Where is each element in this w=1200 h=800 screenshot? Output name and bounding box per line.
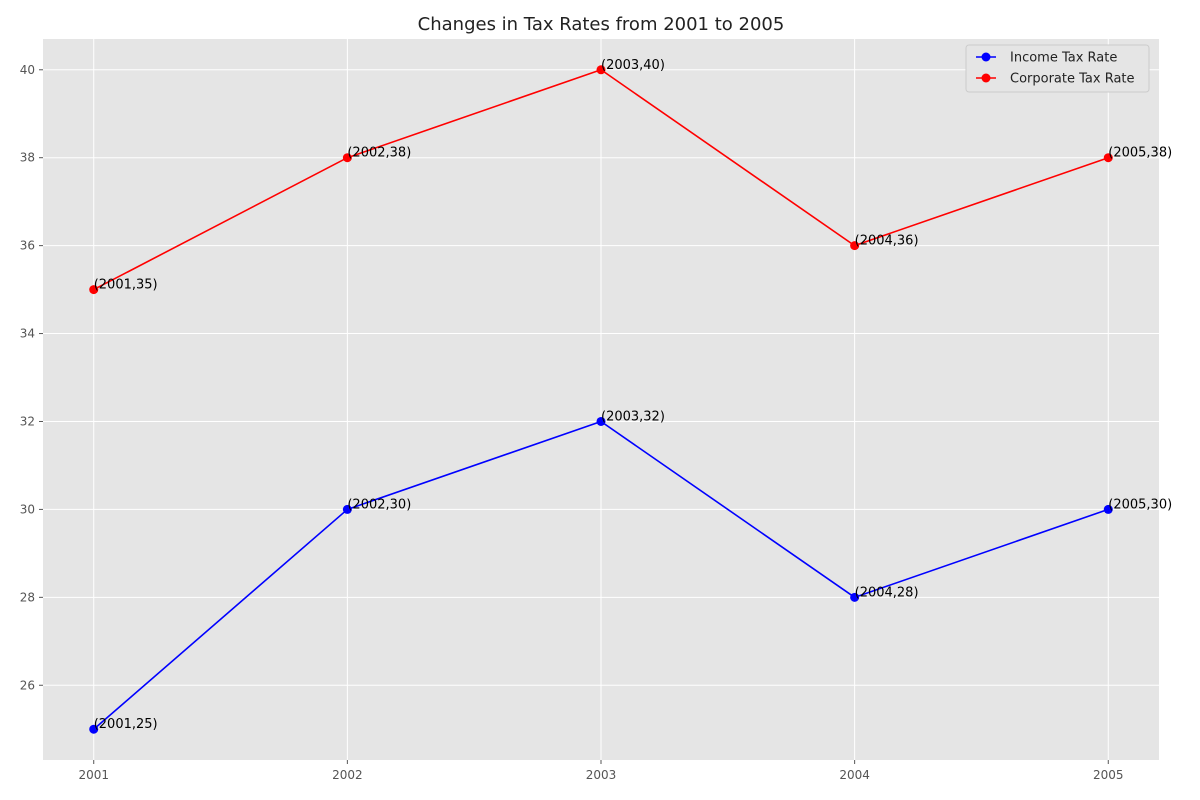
data-label: (2001,25)	[94, 717, 158, 732]
y-tick-label: 26	[20, 678, 35, 692]
legend: Income Tax Rate Corporate Tax Rate	[965, 44, 1150, 93]
data-labels: (2001,25) (2002,30) (2003,32) (2004,28) (200…	[94, 58, 1172, 732]
data-label: (2001,35)	[94, 278, 158, 293]
y-tick-label: 34	[20, 327, 35, 341]
data-point	[850, 241, 860, 251]
x-tick-label: 2004	[839, 768, 870, 782]
data-point	[596, 65, 606, 75]
data-label: (2004,28)	[855, 585, 919, 600]
y-tick-label: 30	[20, 502, 35, 516]
series-1	[89, 416, 1113, 734]
data-point	[89, 724, 99, 734]
data-point	[1103, 504, 1113, 514]
series-2	[89, 65, 1113, 295]
x-axis-ticks: 2001 2002 2003 2004 2005	[78, 760, 1124, 782]
legend-marker	[981, 52, 991, 62]
x-tick-label: 2003	[586, 768, 617, 782]
y-tick-label: 40	[20, 63, 35, 77]
y-axis-ticks: 26 28 30 32 34 36 38 40	[20, 63, 43, 692]
data-label: (2002,30)	[347, 497, 411, 512]
y-tick-label: 38	[20, 151, 35, 165]
series-group	[89, 65, 1113, 734]
y-tick-label: 32	[20, 414, 35, 428]
x-tick-label: 2005	[1093, 768, 1124, 782]
x-tick-label: 2001	[78, 768, 109, 782]
data-point	[342, 504, 352, 514]
legend-box	[965, 44, 1150, 93]
grid-lines	[43, 39, 1159, 760]
data-point	[89, 285, 99, 295]
data-point	[850, 592, 860, 602]
data-point	[342, 153, 352, 163]
data-label: (2005,30)	[1108, 497, 1172, 512]
data-label: (2002,38)	[347, 146, 411, 161]
data-label: (2003,32)	[601, 409, 665, 424]
y-tick-label: 36	[20, 239, 35, 253]
y-tick-label: 28	[20, 590, 35, 604]
data-point	[1103, 153, 1113, 163]
x-tick-label: 2002	[332, 768, 363, 782]
data-label: (2004,36)	[855, 234, 919, 249]
legend-label: Corporate Tax Rate	[1010, 72, 1135, 87]
data-label: (2005,38)	[1108, 146, 1172, 161]
legend-label: Income Tax Rate	[1010, 51, 1117, 66]
chart-title: Changes in Tax Rates from 2001 to 2005	[418, 14, 785, 35]
data-point	[596, 416, 606, 426]
data-label: (2003,40)	[601, 58, 665, 73]
legend-marker	[981, 73, 991, 83]
